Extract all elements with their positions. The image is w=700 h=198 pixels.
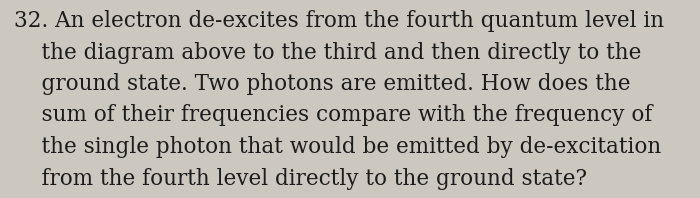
Text: ground state. Two photons are emitted. How does the: ground state. Two photons are emitted. H…: [14, 73, 631, 95]
Text: the diagram above to the third and then directly to the: the diagram above to the third and then …: [14, 42, 641, 64]
Text: from the fourth level directly to the ground state?: from the fourth level directly to the gr…: [14, 168, 587, 189]
Text: the single photon that would be emitted by de-excitation: the single photon that would be emitted …: [14, 136, 662, 158]
Text: 32. An electron de-excites from the fourth quantum level in: 32. An electron de-excites from the four…: [14, 10, 664, 32]
Text: sum of their frequencies compare with the frequency of: sum of their frequencies compare with th…: [14, 105, 652, 127]
